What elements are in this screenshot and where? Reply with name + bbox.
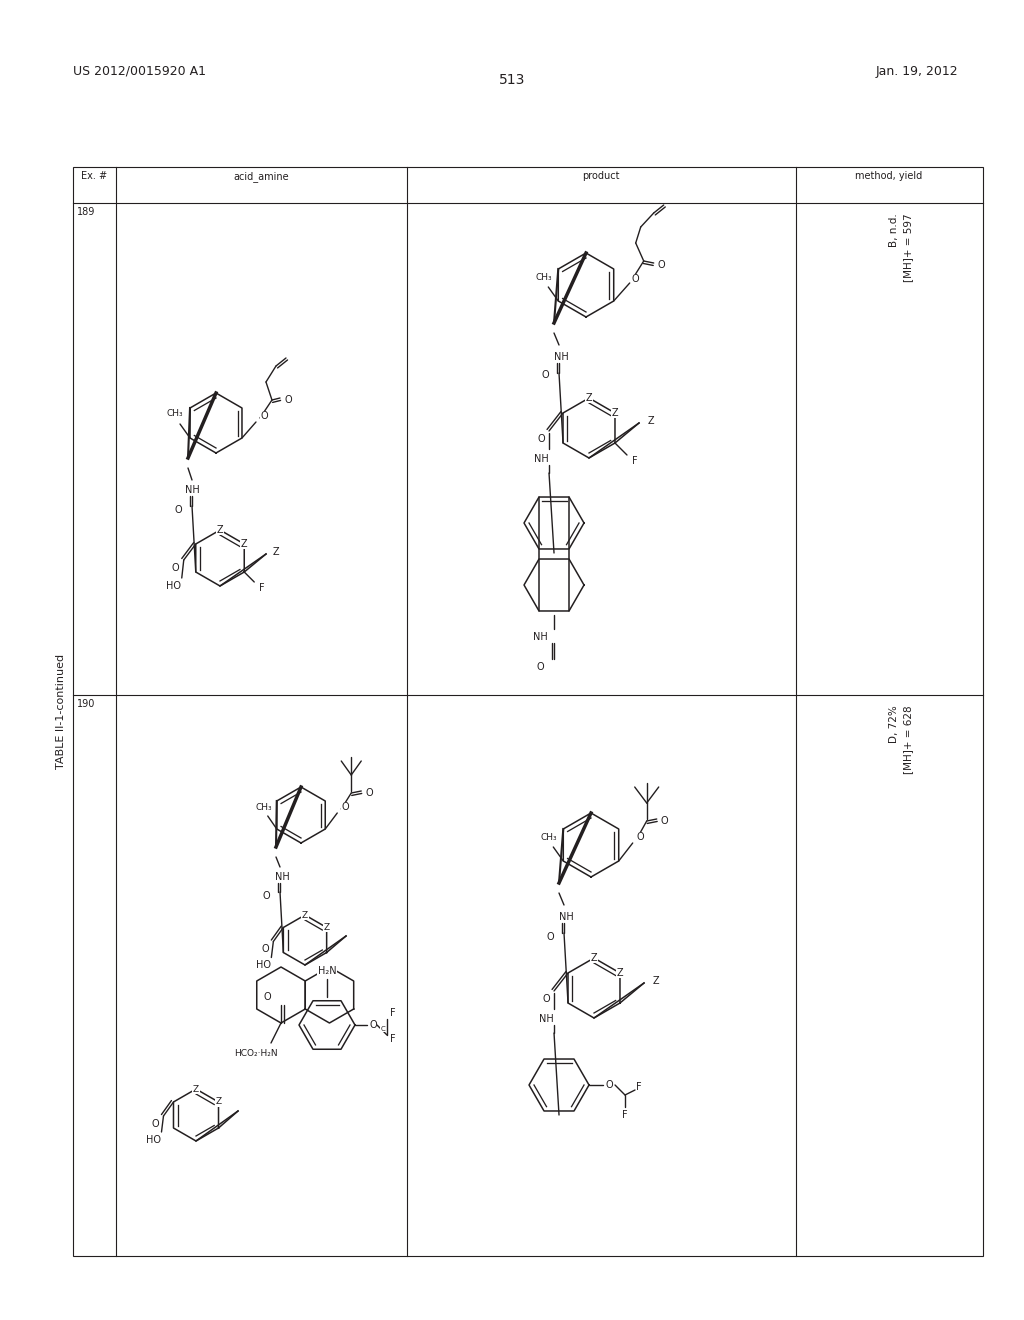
Text: O: O [370, 1020, 377, 1030]
Text: Z: Z [241, 539, 248, 549]
Text: 513: 513 [499, 73, 525, 87]
Text: F: F [390, 1034, 396, 1044]
Text: NH: NH [539, 1014, 553, 1024]
Text: O: O [657, 260, 666, 271]
Text: product: product [583, 172, 620, 181]
Text: Z: Z [648, 416, 654, 426]
Text: Z: Z [302, 911, 308, 920]
Text: CH₃: CH₃ [255, 803, 272, 812]
Text: HO: HO [166, 581, 181, 591]
Text: NH: NH [559, 912, 573, 921]
Text: US 2012/0015920 A1: US 2012/0015920 A1 [73, 65, 206, 78]
Text: O: O [260, 411, 268, 421]
Text: Z: Z [611, 408, 618, 418]
Text: CH₃: CH₃ [167, 409, 183, 418]
Text: O: O [261, 945, 269, 954]
Text: O: O [152, 1119, 160, 1129]
Text: HO: HO [256, 961, 271, 970]
Text: O: O [542, 370, 549, 380]
Text: NH: NH [554, 352, 568, 362]
Text: Z: Z [217, 525, 223, 535]
Text: Z: Z [193, 1085, 199, 1093]
Text: NH: NH [534, 454, 549, 465]
Text: F: F [632, 455, 638, 466]
Text: Z: Z [616, 968, 624, 978]
Text: method, yield: method, yield [855, 172, 923, 181]
Text: H₂N: H₂N [317, 966, 336, 975]
Text: O: O [537, 663, 544, 672]
Text: NH: NH [184, 484, 200, 495]
Text: [MH]+ = 597: [MH]+ = 597 [903, 213, 913, 281]
Text: C: C [381, 1026, 385, 1032]
Text: CH₃: CH₃ [541, 833, 558, 842]
Text: Z: Z [652, 975, 659, 986]
Text: O: O [172, 564, 179, 573]
Text: F: F [259, 583, 265, 593]
Text: Z: Z [586, 393, 592, 403]
Text: O: O [605, 1080, 612, 1090]
Bar [73, 168, 983, 1257]
Text: D, 72%: D, 72% [889, 705, 899, 743]
Text: O: O [263, 993, 270, 1002]
Text: 190: 190 [77, 700, 95, 709]
Text: F: F [623, 1110, 628, 1119]
Text: O: O [285, 395, 292, 405]
Text: O: O [632, 275, 640, 284]
Text: O: O [542, 994, 550, 1005]
Text: Jan. 19, 2012: Jan. 19, 2012 [876, 65, 958, 78]
Text: HCO₂·H₂N: HCO₂·H₂N [234, 1048, 278, 1057]
Text: Z: Z [324, 923, 330, 932]
Text: O: O [366, 788, 373, 799]
Text: O: O [660, 816, 669, 826]
Text: Ex. #: Ex. # [81, 172, 108, 181]
Text: Z: Z [591, 953, 597, 964]
Text: F: F [390, 1008, 396, 1018]
Text: O: O [341, 803, 349, 812]
Text: F: F [636, 1082, 642, 1092]
Text: HO: HO [146, 1135, 161, 1144]
Text: O: O [637, 832, 644, 842]
Text: O: O [546, 932, 554, 942]
Text: TABLE II-1-continued: TABLE II-1-continued [56, 653, 66, 768]
Text: NH: NH [532, 632, 548, 642]
Text: 189: 189 [77, 207, 95, 216]
Text: CH₃: CH₃ [536, 272, 553, 281]
Text: Z: Z [215, 1097, 221, 1106]
Text: [MH]+ = 628: [MH]+ = 628 [903, 705, 913, 774]
Text: B, n.d.: B, n.d. [889, 213, 899, 247]
Text: O: O [262, 891, 269, 902]
Text: O: O [174, 506, 182, 515]
Text: O: O [538, 434, 545, 444]
Text: Z: Z [272, 546, 280, 557]
Text: acid_amine: acid_amine [233, 172, 289, 182]
Text: NH: NH [274, 873, 290, 882]
